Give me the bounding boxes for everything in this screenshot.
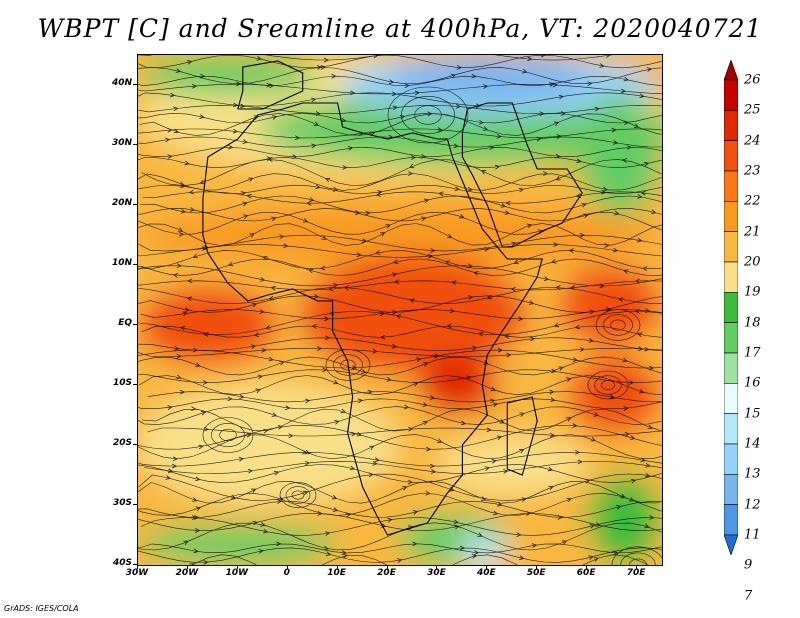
lon-label: 0 — [283, 568, 290, 578]
colorbar-segment — [724, 534, 738, 555]
colorbar-segment — [724, 79, 738, 111]
lon-tick — [236, 565, 238, 569]
lat-tick — [133, 444, 138, 445]
wbpt-field-map — [138, 55, 662, 565]
colorbar-segment — [724, 110, 738, 141]
lat-tick — [133, 324, 138, 325]
colorbar-label: 19 — [744, 284, 761, 300]
lon-tick — [486, 565, 488, 569]
lat-label: 40S — [112, 558, 132, 568]
lon-label: 20W — [175, 568, 199, 578]
colorbar-label: 20 — [744, 254, 761, 270]
colorbar-segment — [724, 231, 738, 263]
colorbar-label: 12 — [744, 497, 761, 513]
lon-tick — [636, 565, 638, 569]
lat-label: 10S — [112, 378, 132, 388]
colorbar-label: 23 — [744, 163, 761, 179]
colorbar-label: 18 — [744, 315, 761, 331]
lat-label: 20N — [111, 198, 132, 208]
lon-label: 20E — [377, 568, 396, 578]
colorbar-segment — [724, 504, 738, 536]
lat-tick — [133, 264, 138, 265]
lon-label: 50E — [526, 568, 546, 578]
colorbar-label: 21 — [744, 224, 761, 240]
colorbar-segment — [724, 201, 738, 232]
lon-label: 60E — [576, 568, 596, 578]
colorbar-label: 26 — [744, 72, 761, 88]
grads-credit: GrADS: IGES/COLA — [4, 604, 79, 613]
colorbar-label: 11 — [744, 527, 761, 543]
colorbar-label: 15 — [744, 406, 761, 422]
colorbar-segment — [724, 322, 738, 354]
colorbar-segment — [724, 292, 738, 323]
lat-tick — [133, 384, 138, 385]
lon-tick — [286, 565, 288, 569]
lat-label: 20S — [112, 438, 132, 448]
lon-tick — [436, 565, 438, 569]
lon-label: 10E — [327, 568, 346, 578]
colorbar-label: 14 — [744, 436, 761, 452]
lat-tick — [133, 144, 138, 145]
lon-tick — [586, 565, 588, 569]
lon-tick — [137, 565, 138, 569]
lon-label: 70E — [626, 568, 646, 578]
colorbar-segment — [724, 352, 738, 384]
lon-tick — [336, 565, 338, 569]
lat-label: EQ — [118, 318, 132, 328]
colorbar-label: 25 — [744, 102, 761, 118]
map-title: WBPT [C] and Sreamline at 400hPa, VT: 20… — [37, 14, 763, 43]
colorbar-segment — [724, 60, 738, 81]
colorbar-label: 17 — [744, 345, 761, 361]
lon-label: 40E — [476, 568, 496, 578]
colorbar-segment — [724, 413, 738, 445]
lon-tick — [186, 565, 188, 569]
colorbar-segment — [724, 443, 738, 475]
colorbar-label: 22 — [744, 193, 761, 209]
lat-tick — [133, 564, 138, 565]
colorbar-segment — [724, 140, 738, 172]
colorbar-label: 16 — [744, 375, 761, 391]
colorbar-label: 7 — [744, 588, 753, 604]
lon-tick — [536, 565, 538, 569]
lat-tick — [133, 84, 138, 85]
colorbar — [724, 60, 738, 555]
lat-label: 10N — [111, 258, 132, 268]
streamlines — [138, 55, 662, 565]
lat-label: 30N — [111, 138, 132, 148]
lat-label: 40N — [111, 78, 132, 88]
lon-label: 10W — [225, 568, 249, 578]
colorbar-segment — [724, 474, 738, 505]
lon-label: 30W — [125, 568, 149, 578]
lon-tick — [386, 565, 388, 569]
colorbar-segment — [724, 383, 738, 414]
colorbar-segment — [724, 261, 738, 293]
lat-tick — [133, 204, 138, 205]
colorbar-label: 13 — [744, 466, 761, 482]
colorbar-label: 9 — [744, 557, 753, 573]
map-panel — [137, 54, 663, 566]
lon-label: 30E — [427, 568, 446, 578]
colorbar-segment — [724, 170, 738, 202]
colorbar-label: 24 — [744, 133, 761, 149]
lat-label: 30S — [112, 498, 132, 508]
temperature-shading — [138, 55, 662, 565]
lat-tick — [133, 504, 138, 505]
